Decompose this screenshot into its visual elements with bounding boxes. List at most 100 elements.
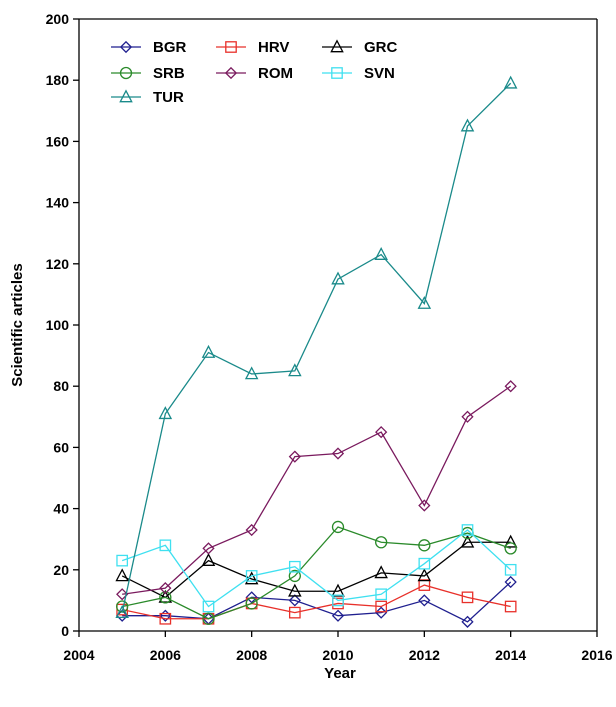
series-line-rom <box>122 385 512 595</box>
legend-marker <box>119 66 133 80</box>
legend-item-rom: ROM <box>216 65 293 82</box>
legend-marker <box>225 41 237 53</box>
data-point-rom <box>418 499 431 512</box>
data-point-svn <box>245 570 258 582</box>
data-point-hrv <box>288 606 301 619</box>
data-point-bgr <box>418 594 431 607</box>
y-tick-label: 120 <box>46 256 70 272</box>
legend-item-tur: TUR <box>111 89 184 106</box>
y-axis-title: Scientific articles <box>9 263 26 386</box>
legend-marker <box>119 40 133 54</box>
data-point-srb <box>331 520 345 534</box>
legend-marker <box>330 39 344 53</box>
data-point-hrv <box>375 600 388 613</box>
data-point-grc <box>503 534 518 548</box>
legend-label: BGR <box>153 39 187 56</box>
legend-item-grc: GRC <box>322 39 398 56</box>
y-tick-label: 20 <box>53 562 69 578</box>
y-tick-label: 140 <box>46 195 70 211</box>
series-line-tur <box>121 82 512 613</box>
data-point-hrv <box>461 591 474 604</box>
data-point-tur <box>503 75 518 89</box>
data-point-tur <box>374 247 388 260</box>
legend-label: SRB <box>153 65 185 82</box>
data-point-bgr <box>288 594 301 607</box>
series-line-srb <box>122 526 511 620</box>
y-tick-label: 180 <box>46 72 70 88</box>
x-axis-title: Year <box>324 665 356 682</box>
y-tick-label: 0 <box>61 623 69 639</box>
data-point-srb <box>375 536 388 549</box>
data-point-tur <box>244 366 259 380</box>
legend-item-svn: SVN <box>322 65 395 82</box>
data-point-bgr <box>375 606 388 619</box>
series-tur <box>115 75 518 618</box>
data-point-grc <box>331 583 345 597</box>
data-point-rom <box>159 582 172 595</box>
y-tick-label: 200 <box>46 11 70 27</box>
data-point-bgr <box>461 615 474 628</box>
data-point-srb <box>288 569 301 583</box>
data-point-srb <box>159 591 172 604</box>
data-point-srb <box>504 542 517 555</box>
x-tick-label: 2012 <box>409 647 440 663</box>
data-point-svn <box>504 563 517 576</box>
x-tick-label: 2010 <box>322 647 353 663</box>
data-point-bgr <box>245 591 258 604</box>
data-point-srb <box>202 612 215 625</box>
y-tick-label: 60 <box>53 439 69 455</box>
data-point-grc <box>460 534 475 548</box>
data-point-svn <box>202 600 215 613</box>
data-point-rom <box>288 450 301 463</box>
series-line-grc <box>121 541 511 599</box>
data-point-grc <box>417 568 432 582</box>
series-line-svn <box>121 529 512 608</box>
data-point-tur <box>201 344 216 358</box>
data-point-rom <box>331 447 345 460</box>
data-point-srb <box>245 597 258 610</box>
data-point-hrv <box>418 579 431 591</box>
data-point-grc <box>288 583 302 597</box>
legend-label: HRV <box>258 39 289 56</box>
legend-item-hrv: HRV <box>216 39 289 56</box>
plot-series <box>115 75 518 628</box>
y-tick-label: 160 <box>46 133 70 149</box>
data-point-svn <box>332 594 344 607</box>
legend-label: GRC <box>364 39 398 56</box>
data-point-svn <box>418 557 431 570</box>
data-point-bgr <box>504 575 517 589</box>
legend-marker <box>224 66 238 80</box>
data-point-svn <box>375 588 388 601</box>
data-point-bgr <box>331 609 345 622</box>
data-point-grc <box>115 568 129 582</box>
series-hrv <box>116 579 517 625</box>
legend-label: TUR <box>153 89 184 106</box>
data-point-rom <box>504 380 517 393</box>
data-point-tur <box>460 118 475 132</box>
x-tick-label: 2004 <box>63 647 94 663</box>
legend: BGR HRV GRC SRB ROM SVN TUR <box>111 39 398 106</box>
data-point-hrv <box>159 612 172 625</box>
data-point-rom <box>245 523 258 537</box>
legend-label: SVN <box>364 65 395 82</box>
series-svn <box>116 524 517 613</box>
y-tick-label: 80 <box>53 378 69 394</box>
series-grc <box>115 534 518 603</box>
data-point-svn <box>116 554 129 567</box>
data-point-grc <box>201 553 216 566</box>
data-point-tur <box>288 363 302 377</box>
data-point-tur <box>331 271 345 285</box>
legend-item-srb: SRB <box>111 65 185 82</box>
x-tick-label: 2006 <box>150 647 181 663</box>
data-point-tur <box>158 406 173 420</box>
legend-marker <box>331 67 343 79</box>
series-line-hrv <box>122 584 511 620</box>
x-tick-label: 2008 <box>236 647 267 663</box>
data-point-svn <box>159 539 172 552</box>
series-srb <box>116 520 517 625</box>
series-line-bgr <box>122 581 512 623</box>
data-point-tur <box>417 295 432 309</box>
data-point-grc <box>158 589 173 603</box>
data-point-hrv <box>504 600 517 613</box>
